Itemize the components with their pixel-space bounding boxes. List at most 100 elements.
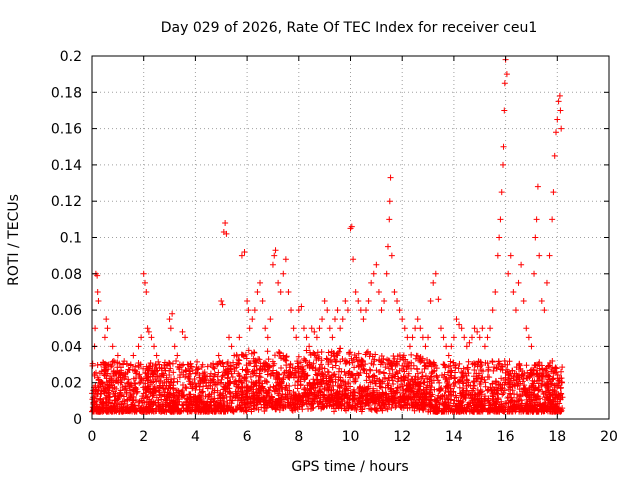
scatter-point xyxy=(120,361,127,368)
scatter-point xyxy=(257,279,264,286)
scatter-texture-point xyxy=(131,380,138,387)
scatter-texture-point xyxy=(316,387,323,394)
scatter-point xyxy=(348,223,355,230)
scatter-dense-background xyxy=(89,345,566,415)
scatter-point xyxy=(368,279,375,286)
scatter-texture-point xyxy=(464,364,471,371)
scatter-point xyxy=(489,307,496,314)
scatter-texture-point xyxy=(408,359,415,366)
scatter-texture-point xyxy=(502,369,509,376)
scatter-texture-point xyxy=(326,394,333,401)
scatter-texture-point xyxy=(121,358,128,365)
scatter-texture-point xyxy=(97,395,104,402)
scatter-texture-point xyxy=(153,394,160,401)
scatter-texture-point xyxy=(224,375,231,382)
scatter-texture-point xyxy=(155,358,162,365)
scatter-texture-point xyxy=(254,395,261,402)
scatter-texture-point xyxy=(322,380,329,387)
x-tick-label: 16 xyxy=(497,429,515,445)
scatter-texture-point xyxy=(442,364,449,371)
scatter-texture-point xyxy=(250,367,257,374)
scatter-texture-point xyxy=(234,392,241,399)
scatter-point xyxy=(432,270,439,277)
scatter-texture-point xyxy=(532,396,539,403)
scatter-point xyxy=(430,279,437,286)
scatter-point xyxy=(437,325,444,332)
scatter-texture-point xyxy=(508,397,515,404)
scatter-texture-point xyxy=(441,406,448,413)
scatter-texture-point xyxy=(408,351,415,358)
scatter-texture-point xyxy=(415,382,422,389)
scatter-point xyxy=(487,325,494,332)
scatter-texture-point xyxy=(280,355,287,362)
scatter-point xyxy=(503,71,510,78)
scatter-texture-point xyxy=(287,395,294,402)
scatter-texture-point xyxy=(366,366,373,373)
scatter-texture-point xyxy=(337,374,344,381)
scatter-point xyxy=(223,230,230,237)
scatter-texture-point xyxy=(450,400,457,407)
scatter-point xyxy=(90,394,97,401)
scatter-texture-point xyxy=(545,373,552,380)
scatter-texture-point xyxy=(255,377,262,384)
scatter-texture-point xyxy=(243,384,250,391)
scatter-texture-point xyxy=(393,369,400,376)
scatter-point xyxy=(158,370,165,377)
scatter-texture-point xyxy=(107,393,114,400)
scatter-texture-point xyxy=(268,403,275,410)
scatter-texture-point xyxy=(347,349,354,356)
scatter-texture-point xyxy=(346,368,353,375)
scatter-point xyxy=(197,379,204,386)
scatter-texture-point xyxy=(367,379,374,386)
scatter-texture-point xyxy=(350,392,357,399)
scatter-texture-point xyxy=(439,372,445,379)
scatter-texture-point xyxy=(548,381,555,388)
scatter-texture-point xyxy=(542,389,549,396)
scatter-point xyxy=(414,316,421,323)
scatter-texture-point xyxy=(397,384,404,391)
scatter-texture-point xyxy=(280,405,287,412)
scatter-point xyxy=(543,279,550,286)
scatter-texture-point xyxy=(113,399,120,406)
scatter-texture-point xyxy=(420,387,427,394)
scatter-texture-point xyxy=(124,404,131,411)
scatter-point xyxy=(144,325,151,332)
scatter-texture-point xyxy=(374,393,381,400)
scatter-texture-point xyxy=(191,393,198,400)
scatter-texture-point xyxy=(100,371,107,378)
scatter-texture-point xyxy=(119,408,126,415)
scatter-texture-point xyxy=(277,404,284,411)
scatter-texture-point xyxy=(484,373,491,380)
scatter-texture-point xyxy=(416,405,423,412)
scatter-texture-point xyxy=(476,381,483,388)
scatter-texture-point xyxy=(514,372,521,379)
scatter-texture-point xyxy=(421,365,428,372)
scatter-texture-point xyxy=(314,349,321,356)
scatter-texture-point xyxy=(536,401,543,408)
scatter-texture-point xyxy=(140,406,147,413)
scatter-point xyxy=(365,298,372,305)
y-tick-label: 0.06 xyxy=(51,303,82,319)
scatter-texture-point xyxy=(220,363,227,370)
scatter-texture-point xyxy=(388,362,395,369)
scatter-texture-point xyxy=(242,367,249,374)
y-tick-label: 0.16 xyxy=(51,122,82,138)
scatter-point xyxy=(484,334,491,341)
scatter-texture-point xyxy=(292,382,299,389)
scatter-point xyxy=(244,298,251,305)
scatter-texture-point xyxy=(189,367,196,374)
scatter-point xyxy=(94,272,101,279)
scatter-texture-point xyxy=(476,408,483,415)
scatter-point xyxy=(103,316,110,323)
scatter-texture-point xyxy=(309,405,316,412)
scatter-point xyxy=(313,334,320,341)
scatter-texture-point xyxy=(167,361,174,368)
scatter-texture-point xyxy=(491,387,498,394)
scatter-texture-point xyxy=(167,407,174,414)
scatter-texture-point xyxy=(150,378,157,385)
scatter-texture-point xyxy=(457,398,464,405)
scatter-texture-point xyxy=(287,361,294,368)
scatter-texture-point xyxy=(324,384,331,391)
scatter-point xyxy=(553,129,560,136)
scatter-point xyxy=(419,334,426,341)
